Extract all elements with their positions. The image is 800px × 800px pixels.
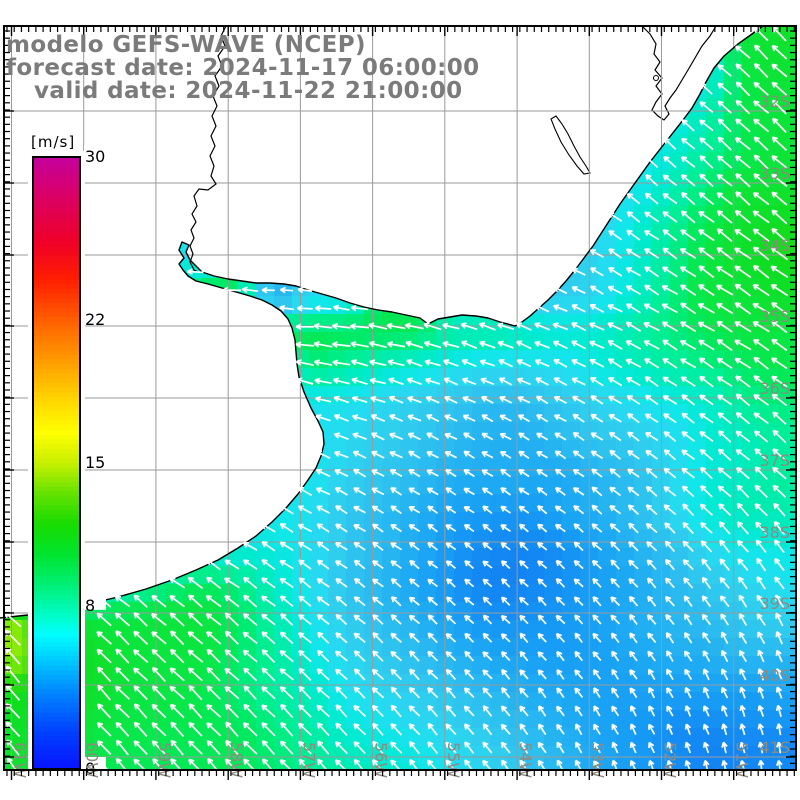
longitude-label: 51W [733,742,752,778]
longitude-label: 61W [11,742,30,778]
latitude-label: 35S [759,307,790,326]
latitude-label: 32S [759,92,790,111]
latitude-label: 39S [759,594,790,613]
coastline [0,25,764,619]
wave-direction-arrows [4,26,789,775]
colorbar-tick-label: 15 [85,453,105,472]
colorbar-tick-label: 22 [85,310,105,329]
latitude-label: 38S [759,523,790,542]
latitude-label: 33S [759,164,790,183]
colorbar-tick-label: 30 [85,147,105,166]
model-title: modelo GEFS-WAVE (NCEP) [6,32,366,58]
longitude-label: 60W [83,742,102,778]
longitude-label: 52W [661,742,680,778]
colorbar: [m/s] 30 22 15 8 0 [28,133,106,778]
forecast-date: forecast date: 2024-11-17 06:00:00 [6,55,480,81]
latitude-label: 37S [759,451,790,470]
latitude-label: 36S [759,379,790,398]
longitude-label: 54W [516,742,535,778]
longitude-label: 53W [588,742,607,778]
latitude-label: 41S [759,738,790,757]
map-frame [3,25,797,771]
colorbar-tick-label: 8 [85,596,95,615]
valid-date: valid date: 2024-11-22 21:00:00 [34,78,463,104]
colorbar-tick-label: 0 [85,759,95,778]
longitude-label: 55W [444,742,463,778]
colorbar-unit-label: [m/s] [31,133,75,151]
longitude-label: 59W [155,742,174,778]
longitude-label: 57W [299,742,318,778]
longitude-label: 58W [227,742,246,778]
latitude-label: 34S [759,236,790,255]
longitude-label: 56W [372,742,391,778]
latitude-label: 40S [759,666,790,685]
